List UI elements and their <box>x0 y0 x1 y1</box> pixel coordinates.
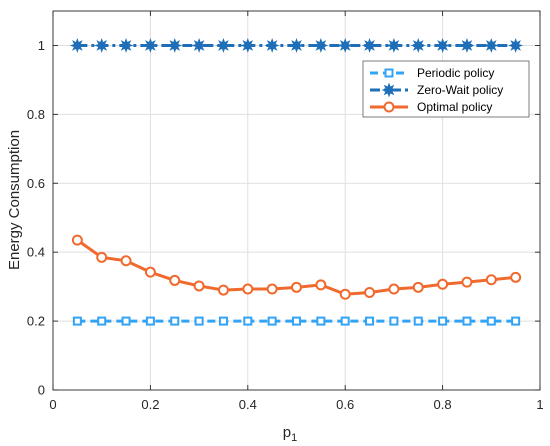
data-point-marker <box>412 281 424 293</box>
data-point-marker <box>142 37 158 53</box>
data-point-marker <box>461 276 473 288</box>
data-point-marker <box>72 316 82 326</box>
legend-label: Optimal policy <box>417 100 492 114</box>
data-point-marker <box>410 37 426 53</box>
data-point-marker <box>365 316 375 326</box>
x-tick-label: 0.4 <box>239 397 257 412</box>
legend: Periodic policy Zero-Wait policy Optimal p… <box>362 60 530 118</box>
data-point-marker <box>96 251 108 263</box>
y-tick-label: 0.8 <box>27 107 45 122</box>
legend-entry: Zero-Wait policy <box>370 82 503 98</box>
legend-label: Zero-Wait policy <box>417 83 503 97</box>
data-point-marker <box>386 37 402 53</box>
data-point-marker <box>69 37 85 53</box>
series-2 <box>69 37 524 53</box>
data-point-marker <box>289 37 304 53</box>
y-tick-label: 1 <box>38 38 45 53</box>
data-point-marker <box>438 316 448 326</box>
x-tick-label: 0.8 <box>434 397 452 412</box>
data-point-marker <box>267 316 277 326</box>
data-point-marker <box>362 37 378 53</box>
data-point-marker <box>242 283 254 295</box>
data-point-marker <box>315 279 327 291</box>
data-point-marker <box>511 316 521 326</box>
legend-label: Periodic policy <box>417 66 494 80</box>
data-point-marker <box>266 283 278 295</box>
data-point-marker <box>71 234 83 246</box>
data-point-marker <box>144 266 156 278</box>
legend-marker <box>383 101 395 113</box>
series-1 <box>72 316 521 326</box>
x-tick-label: 0 <box>49 397 56 412</box>
data-point-marker <box>194 316 204 326</box>
data-point-marker <box>217 284 229 296</box>
data-point-marker <box>485 274 497 286</box>
data-point-marker <box>169 274 181 286</box>
y-tick-label: 0.4 <box>27 245 45 260</box>
data-point-marker <box>120 255 132 267</box>
data-point-marker <box>193 280 205 292</box>
data-point-marker <box>121 316 131 326</box>
data-point-marker <box>364 286 376 298</box>
data-point-marker <box>510 271 522 283</box>
data-point-marker <box>94 37 110 53</box>
legend-entry: Optimal policy <box>370 100 492 114</box>
x-axis-label: p1 <box>283 424 297 444</box>
y-tick-label: 0.2 <box>27 314 45 329</box>
y-tick-label: 0 <box>38 383 45 398</box>
x-tick-label: 1 <box>536 397 543 412</box>
legend-entry: Periodic policy <box>370 66 494 80</box>
series-layer <box>69 37 524 326</box>
data-point-marker <box>435 37 451 53</box>
data-point-marker <box>292 316 301 326</box>
data-point-marker <box>240 37 256 53</box>
x-tick-label: 0.6 <box>336 397 354 412</box>
axis-ticks: 0 0.2 0.4 0.6 0.8 1 0 0.2 0.4 0.6 0.8 1 <box>27 11 544 412</box>
data-point-marker <box>340 316 350 326</box>
plot-frame <box>52 10 541 391</box>
data-point-marker <box>313 37 329 53</box>
data-point-marker <box>462 316 472 326</box>
data-point-marker <box>388 283 400 295</box>
data-point-marker <box>218 316 228 326</box>
y-axis-label: Energy Consumption <box>6 130 23 270</box>
data-point-marker <box>316 316 326 326</box>
data-point-marker <box>339 288 351 300</box>
data-point-marker <box>243 316 253 326</box>
x-axis-label-main: p <box>283 424 291 441</box>
data-point-marker <box>459 37 475 53</box>
x-tick-label: 0.2 <box>141 397 159 412</box>
data-point-marker <box>337 37 353 53</box>
y-tick-label: 0.6 <box>27 176 45 191</box>
data-point-marker <box>508 37 524 53</box>
data-point-marker <box>264 37 280 53</box>
data-point-marker <box>413 316 423 326</box>
data-point-marker <box>291 281 302 293</box>
data-point-marker <box>170 316 180 326</box>
data-point-marker <box>118 37 134 53</box>
legend-marker <box>381 82 397 98</box>
data-point-marker <box>389 316 399 326</box>
data-point-marker <box>145 316 155 326</box>
data-point-marker <box>486 316 496 326</box>
data-point-marker <box>97 316 107 326</box>
data-point-marker <box>483 37 499 53</box>
data-point-marker <box>215 37 231 53</box>
data-point-marker <box>437 278 449 290</box>
legend-marker <box>384 68 394 78</box>
data-point-marker <box>191 37 207 53</box>
data-point-marker <box>167 37 183 53</box>
series-3 <box>71 234 522 300</box>
x-axis-label-subscript: 1 <box>291 432 297 444</box>
